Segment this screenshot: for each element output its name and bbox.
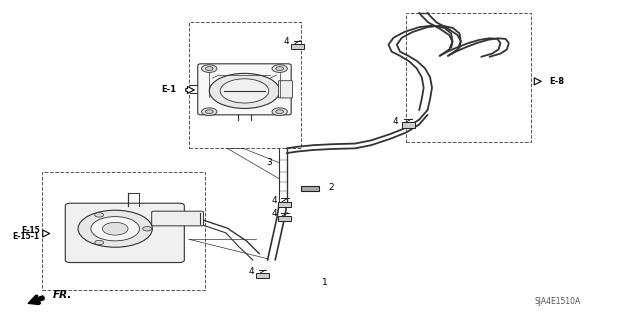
Circle shape	[143, 226, 152, 231]
Text: FR.: FR.	[52, 290, 72, 300]
Text: 4: 4	[284, 37, 289, 46]
Bar	[256, 273, 269, 278]
FancyBboxPatch shape	[152, 211, 204, 226]
Circle shape	[220, 79, 269, 103]
Text: E-8: E-8	[549, 77, 564, 86]
Bar	[402, 122, 415, 128]
Circle shape	[102, 222, 128, 235]
Text: 1: 1	[322, 278, 327, 287]
Circle shape	[95, 213, 104, 217]
Text: 4: 4	[271, 196, 276, 204]
Bar	[301, 186, 319, 191]
Circle shape	[202, 108, 217, 115]
Bar	[406, 13, 531, 142]
Circle shape	[202, 65, 217, 72]
FancyBboxPatch shape	[198, 64, 291, 115]
Bar	[189, 22, 301, 148]
Text: E-15: E-15	[21, 226, 40, 235]
Circle shape	[91, 217, 140, 241]
Circle shape	[205, 110, 213, 114]
Circle shape	[276, 67, 284, 70]
Circle shape	[95, 240, 104, 245]
Text: 3: 3	[266, 158, 271, 167]
Bar	[278, 202, 291, 207]
Bar	[278, 216, 291, 221]
Circle shape	[78, 210, 152, 247]
Circle shape	[272, 108, 287, 115]
Text: 2: 2	[329, 183, 334, 192]
Text: E-15-1: E-15-1	[13, 232, 40, 241]
Circle shape	[205, 67, 213, 70]
Circle shape	[276, 110, 284, 114]
Text: 4: 4	[392, 117, 397, 126]
Text: 4: 4	[248, 267, 253, 276]
Text: 4: 4	[271, 209, 276, 218]
Circle shape	[272, 65, 287, 72]
Text: E-1: E-1	[161, 85, 176, 94]
Circle shape	[209, 73, 280, 108]
Text: SJA4E1510A: SJA4E1510A	[534, 297, 580, 306]
Bar	[291, 44, 304, 49]
Bar	[42, 172, 205, 290]
FancyBboxPatch shape	[278, 81, 292, 98]
FancyBboxPatch shape	[65, 203, 184, 263]
